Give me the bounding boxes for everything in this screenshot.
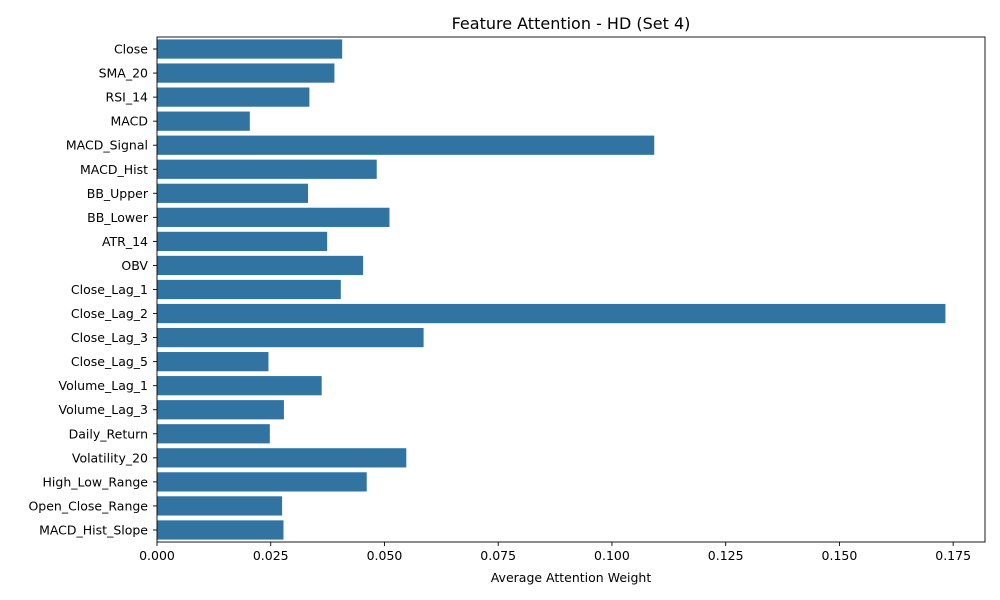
bar-sma-20 [157, 63, 335, 83]
y-tick-label: MACD_Hist [80, 162, 148, 177]
y-tick-label: Volume_Lag_1 [58, 378, 148, 393]
bar-close [157, 39, 343, 59]
bar-rsi-14 [157, 87, 310, 107]
y-tick-label: Close_Lag_5 [71, 354, 148, 369]
x-tick-label: 0.025 [253, 548, 289, 563]
y-tick-label: High_Low_Range [43, 474, 149, 489]
y-tick-label: OBV [121, 258, 148, 273]
bar-daily-return [157, 424, 270, 444]
y-tick-label: Open_Close_Range [28, 498, 148, 513]
bar-close-lag-3 [157, 327, 424, 348]
y-tick-label: Close_Lag_1 [71, 282, 148, 297]
bar-close-lag-5 [157, 352, 269, 372]
x-tick-label: 0.050 [367, 548, 403, 563]
x-tick-label: 0.100 [594, 548, 630, 563]
x-axis-ticks: 0.000 0.025 0.050 0.075 0.100 0.125 0.150 0.175 [139, 542, 971, 563]
y-tick-label: MACD_Hist_Slope [39, 522, 148, 537]
bar-volatility-20 [157, 448, 407, 468]
y-tick-label: BB_Upper [87, 186, 149, 201]
x-tick-label: 0.075 [480, 548, 516, 563]
y-tick-label: RSI_14 [106, 90, 149, 105]
chart-title: Feature Attention - HD (Set 4) [452, 14, 691, 33]
y-tick-label: SMA_20 [99, 66, 148, 81]
bar-macd [157, 111, 250, 131]
bar-atr-14 [157, 231, 328, 252]
bar-high-low-range [157, 472, 367, 492]
x-tick-label: 0.175 [935, 548, 971, 563]
x-tick-label: 0.150 [822, 548, 858, 563]
y-tick-label: BB_Lower [87, 210, 149, 225]
bar-close-lag-1 [157, 279, 341, 300]
plot-frame [156, 36, 986, 543]
bar-volume-lag-3 [157, 400, 284, 420]
bar-macd-hist-slope [157, 520, 284, 540]
bar-macd-signal [157, 135, 655, 155]
bar-open-close-range [157, 496, 283, 516]
bar-bb-upper [157, 183, 309, 203]
bars-group [157, 39, 946, 540]
y-tick-label: Close_Lag_2 [71, 306, 148, 321]
y-tick-label: Daily_Return [69, 426, 148, 441]
y-axis-ticks: Close SMA_20 RSI_14 MACD MACD_Signal MACD_His… [28, 42, 157, 537]
x-axis-label: Average Attention Weight [491, 570, 652, 585]
x-tick-label: 0.000 [139, 548, 175, 563]
bar-volume-lag-1 [157, 376, 322, 396]
x-tick-label: 0.125 [708, 548, 744, 563]
bar-bb-lower [157, 207, 390, 227]
y-tick-label: Volume_Lag_3 [58, 402, 148, 417]
y-tick-label: Close_Lag_3 [71, 330, 148, 345]
y-tick-label: ATR_14 [102, 234, 148, 249]
bar-obv [157, 255, 364, 276]
y-tick-label: Close [114, 42, 148, 57]
y-tick-label: Volatility_20 [72, 450, 148, 465]
bar-macd-hist [157, 159, 377, 179]
y-tick-label: MACD [111, 114, 148, 129]
y-tick-label: MACD_Signal [66, 138, 148, 153]
bar-close-lag-2 [157, 303, 946, 324]
